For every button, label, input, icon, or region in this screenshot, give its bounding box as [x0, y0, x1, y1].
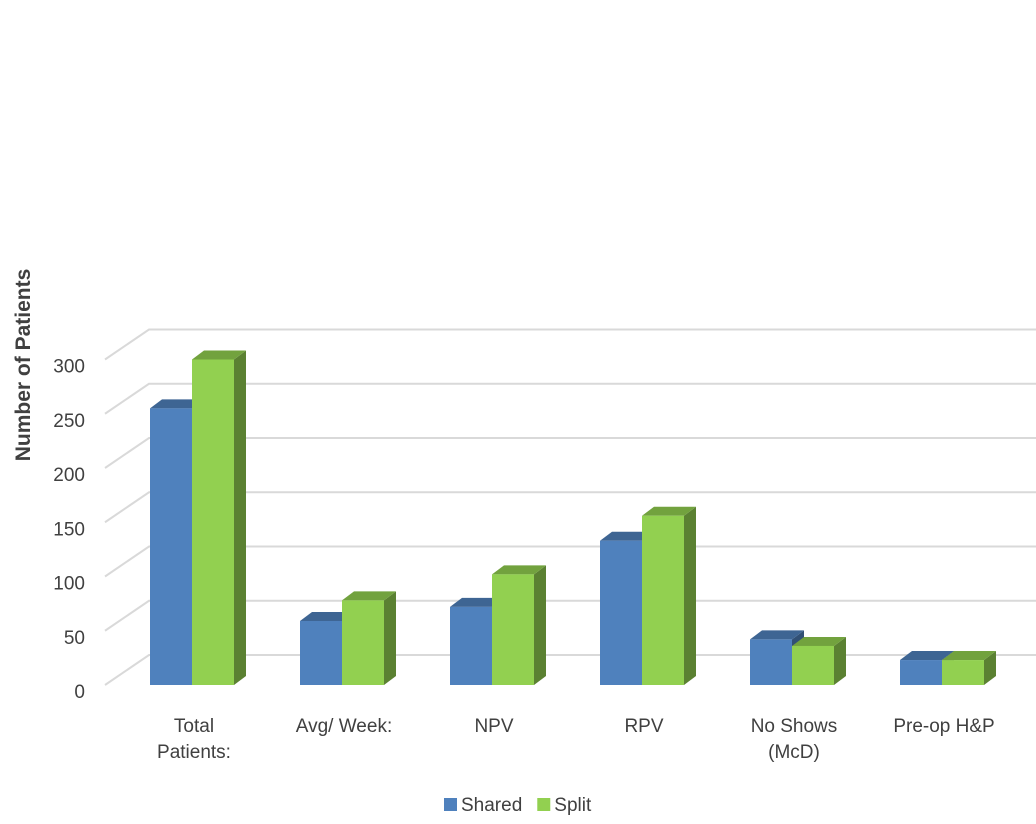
- gridline: [104, 437, 1036, 469]
- y-tick-label: 100: [53, 574, 85, 595]
- bar-top: [600, 531, 654, 541]
- bar-top: [942, 651, 996, 661]
- bar-split-0: [192, 350, 246, 685]
- y-tick-label: 200: [53, 465, 85, 486]
- bar-side: [984, 651, 996, 685]
- bar-top: [450, 597, 504, 607]
- x-tick-label: Total Patients:: [157, 716, 231, 763]
- x-tick-label: Avg/ Week:: [296, 716, 392, 737]
- bar-split-1: [342, 591, 396, 685]
- bar-top: [642, 506, 696, 516]
- y-tick-label: 300: [53, 357, 85, 378]
- bar-top: [750, 630, 804, 640]
- x-tick-label: Pre-op H&P: [893, 716, 994, 737]
- bar-front: [750, 639, 792, 685]
- bar-side: [234, 350, 246, 685]
- bar-top: [900, 651, 954, 661]
- legend-label: Shared: [461, 795, 522, 816]
- y-tick-label: 150: [53, 519, 85, 540]
- legend-swatch: [537, 798, 551, 811]
- bar-front: [492, 574, 534, 685]
- bar-top: [792, 636, 846, 646]
- legend-swatch: [444, 798, 457, 811]
- bar-side: [684, 506, 696, 685]
- bar-front: [600, 540, 642, 685]
- gridline: [104, 328, 1036, 361]
- y-axis-ticks: 0 50 100 150 200 250 300: [53, 357, 85, 704]
- bar-front: [300, 620, 342, 685]
- bars: [150, 350, 996, 685]
- legend-label: Split: [554, 795, 592, 816]
- y-tick-label: 0: [74, 682, 85, 703]
- gridline: [104, 654, 1036, 686]
- bar-top: [492, 565, 546, 575]
- bar-top: [150, 399, 204, 409]
- y-tick-label: 250: [53, 411, 85, 432]
- x-axis-labels: Total Patients: Avg/ Week: NPV RPV No Shows (M…: [157, 716, 995, 763]
- legend: Shared Split: [444, 795, 592, 816]
- x-tick-label: NPV: [474, 716, 513, 737]
- y-tick-label: 50: [64, 628, 85, 649]
- bar-side: [534, 565, 546, 685]
- gridline: [104, 491, 1036, 524]
- bar-top: [300, 611, 354, 621]
- legend-item-split: Split: [537, 795, 592, 816]
- bar-top: [342, 591, 396, 601]
- gridlines: [104, 328, 1036, 686]
- bar-split-2: [492, 565, 546, 685]
- bar-split-4: [792, 636, 846, 685]
- gridline: [104, 545, 1036, 578]
- bar-front: [942, 660, 984, 685]
- bar-front: [150, 408, 192, 685]
- bar-side: [834, 636, 846, 685]
- bar-front: [450, 606, 492, 685]
- bar-side: [384, 591, 396, 685]
- bar-top: [192, 350, 246, 360]
- bar-front: [342, 600, 384, 685]
- x-tick-label: No Shows (McD): [751, 716, 838, 763]
- legend-item-shared: Shared: [444, 795, 522, 816]
- bar-front: [792, 645, 834, 685]
- y-axis-title: Number of Patients: [12, 269, 35, 462]
- gridline: [104, 382, 1036, 415]
- bar-front: [900, 660, 942, 685]
- x-tick-label: RPV: [624, 716, 663, 737]
- bar-front: [192, 359, 234, 685]
- bar-split-3: [642, 506, 696, 685]
- gridline: [104, 599, 1036, 632]
- bar-front: [642, 515, 684, 685]
- bar-split-5: [942, 651, 996, 685]
